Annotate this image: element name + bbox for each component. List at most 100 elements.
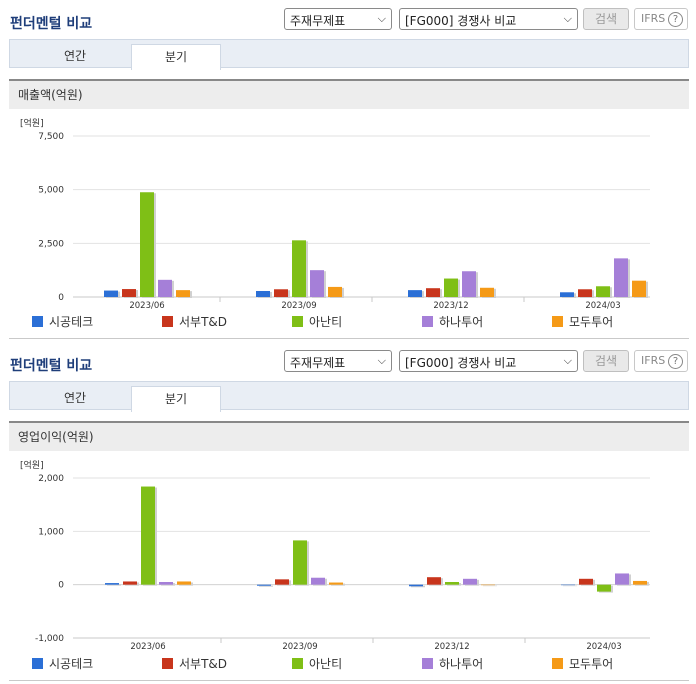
legend-label: 시공테크 xyxy=(49,657,94,671)
bar-서부T&D xyxy=(578,289,592,297)
legend-item: 아난티 xyxy=(292,655,342,672)
revenue-bar-chart: [억원] 0 2,500 5,000 7,500 2023/06 2023/09 2023/1… xyxy=(20,117,650,309)
peer-group-value: [FG000] 경쟁사 비교 xyxy=(405,14,517,28)
legend-swatch xyxy=(552,658,563,669)
tab-quarterly[interactable]: 분기 xyxy=(131,44,221,70)
legend-swatch xyxy=(32,658,43,669)
bar-shadow xyxy=(563,585,577,587)
legend-item: 모두투어 xyxy=(552,655,613,672)
bar-하나투어 xyxy=(615,573,629,585)
legend-swatch xyxy=(422,316,433,327)
bar-아난티 xyxy=(596,286,610,297)
y-tick-label: 2,000 xyxy=(38,474,64,484)
fundamental-compare-panel: 펀더멘털 비교 주재무제표 ⌵ [FG000] 경쟁사 비교 ⌵ 검색 IFRS… xyxy=(0,342,696,684)
bar-모두투어 xyxy=(632,280,646,297)
bar-하나투어 xyxy=(462,271,476,297)
legend-swatch xyxy=(162,316,173,327)
legend-label: 하나투어 xyxy=(439,315,484,329)
legend-label: 아난티 xyxy=(309,315,343,329)
section-title: 영업이익(억원) xyxy=(9,423,689,451)
operating-profit-bar-chart: [억원] -1,000 0 1,000 2,000 2023/06 2023/09 2023/… xyxy=(20,459,650,651)
x-tick-label: 2023/09 xyxy=(282,642,317,651)
bar-시공테크 xyxy=(257,584,271,586)
bar-서부T&D xyxy=(122,289,136,297)
ifrs-help-button[interactable]: IFRS ? xyxy=(634,8,688,30)
bar-모두투어 xyxy=(177,581,191,585)
legend-item: 서부T&D xyxy=(162,655,227,672)
legend-item: 모두투어 xyxy=(552,313,613,330)
ifrs-label: IFRS xyxy=(641,12,666,25)
statement-type-value: 주재무제표 xyxy=(290,356,346,370)
bar-모두투어 xyxy=(633,580,647,585)
divider xyxy=(9,421,689,423)
y-tick-label: 2,500 xyxy=(38,239,64,249)
chevron-down-icon: ⌵ xyxy=(377,12,386,25)
y-unit-label: [억원] xyxy=(20,459,44,471)
legend-swatch xyxy=(422,658,433,669)
peer-group-value: [FG000] 경쟁사 비교 xyxy=(405,356,517,370)
y-tick-label: -1,000 xyxy=(35,634,64,644)
divider xyxy=(9,338,689,339)
legend-label: 서부T&D xyxy=(179,315,228,329)
bar-시공테크 xyxy=(256,290,270,297)
divider xyxy=(9,79,689,81)
bar-아난티 xyxy=(444,278,458,297)
bar-아난티 xyxy=(445,582,459,585)
bar-하나투어 xyxy=(614,258,628,297)
fundamental-compare-panel: 펀더멘털 비교 주재무제표 ⌵ [FG000] 경쟁사 비교 ⌵ 검색 IFRS… xyxy=(9,8,689,339)
legend-label: 모두투어 xyxy=(569,657,614,671)
search-button[interactable]: 검색 xyxy=(583,8,629,30)
legend-swatch xyxy=(32,316,43,327)
bar-아난티 xyxy=(292,240,306,297)
bar-서부T&D xyxy=(426,288,440,297)
bar-shadow xyxy=(107,584,121,586)
bar-시공테크 xyxy=(105,583,119,585)
statement-type-select[interactable]: 주재무제표 ⌵ xyxy=(284,350,392,372)
bar-서부T&D xyxy=(579,578,593,585)
tab-annual[interactable]: 연간 xyxy=(63,391,87,405)
period-tabs: 연간 분기 xyxy=(9,381,689,412)
x-tick-label: 2024/03 xyxy=(585,301,620,309)
search-button[interactable]: 검색 xyxy=(583,350,629,372)
bar-서부T&D xyxy=(427,577,441,585)
divider xyxy=(9,680,689,681)
x-tick-label: 2023/06 xyxy=(130,642,165,651)
legend-swatch xyxy=(292,316,303,327)
x-tick-label: 2023/12 xyxy=(434,642,469,651)
bar-shadow xyxy=(483,585,497,587)
bar-서부T&D xyxy=(275,579,289,585)
bar-모두투어 xyxy=(329,582,343,585)
tab-annual[interactable]: 연간 xyxy=(63,49,87,63)
legend-label: 아난티 xyxy=(309,657,343,671)
y-tick-label: 1,000 xyxy=(38,527,64,537)
bar-모두투어 xyxy=(481,584,495,586)
legend-item: 하나투어 xyxy=(422,655,483,672)
legend-swatch xyxy=(292,658,303,669)
ifrs-help-button[interactable]: IFRS ? xyxy=(634,350,688,372)
legend-label: 하나투어 xyxy=(439,657,484,671)
chevron-down-icon: ⌵ xyxy=(563,12,572,25)
bar-아난티 xyxy=(141,486,155,585)
panel-title: 펀더멘털 비교 xyxy=(10,16,93,32)
y-unit-label: [억원] xyxy=(20,117,44,129)
legend-label: 모두투어 xyxy=(569,315,614,329)
y-tick-label: 5,000 xyxy=(38,186,64,196)
peer-group-select[interactable]: [FG000] 경쟁사 비교 ⌵ xyxy=(399,350,578,372)
legend-item: 하나투어 xyxy=(422,313,483,330)
peer-group-select[interactable]: [FG000] 경쟁사 비교 ⌵ xyxy=(399,8,578,30)
y-tick-label: 0 xyxy=(58,581,64,591)
chevron-down-icon: ⌵ xyxy=(377,354,386,367)
bar-아난티 xyxy=(293,540,307,585)
bar-하나투어 xyxy=(310,270,324,297)
bar-하나투어 xyxy=(158,279,172,297)
tab-quarterly[interactable]: 분기 xyxy=(131,386,221,412)
help-icon: ? xyxy=(668,354,683,369)
statement-type-select[interactable]: 주재무제표 ⌵ xyxy=(284,8,392,30)
x-tick-label: 2023/12 xyxy=(433,301,468,309)
bar-shadow xyxy=(259,585,273,587)
bar-시공테크 xyxy=(408,290,422,297)
legend-item: 아난티 xyxy=(292,313,342,330)
legend-label: 서부T&D xyxy=(179,657,228,671)
legend-swatch xyxy=(552,316,563,327)
legend-item: 서부T&D xyxy=(162,313,227,330)
